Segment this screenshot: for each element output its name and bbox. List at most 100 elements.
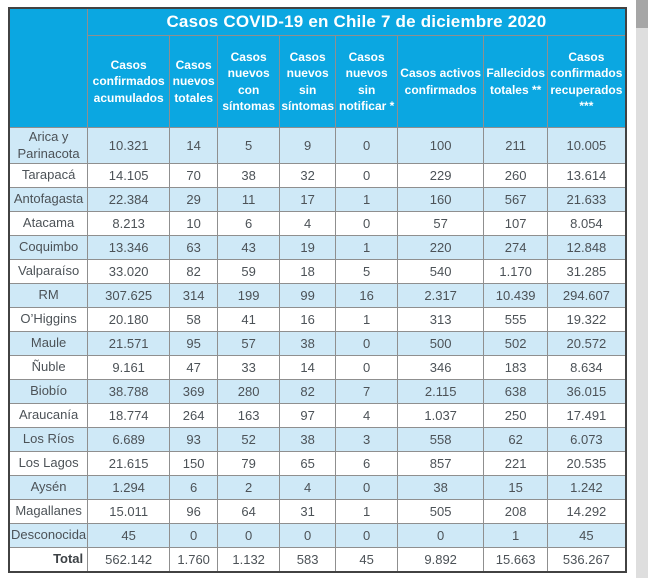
table-row: Maule 21.571 95 57 38 0 500 502 20.572 bbox=[8, 331, 627, 356]
value-cell: 99 bbox=[279, 283, 337, 308]
region-cell: Los Ríos bbox=[8, 427, 89, 452]
value-cell: 1.242 bbox=[547, 475, 627, 500]
value-cell: 558 bbox=[397, 427, 485, 452]
value-cell: 1.294 bbox=[87, 475, 171, 500]
value-cell: 1.760 bbox=[169, 547, 219, 572]
value-cell: 20.180 bbox=[87, 307, 171, 332]
value-cell: 107 bbox=[483, 211, 549, 236]
value-cell: 280 bbox=[217, 379, 281, 404]
value-cell: 208 bbox=[483, 499, 549, 524]
value-cell: 857 bbox=[397, 451, 485, 476]
value-cell: 47 bbox=[169, 355, 219, 380]
value-cell: 33.020 bbox=[87, 259, 171, 284]
value-cell: 4 bbox=[279, 475, 337, 500]
value-cell: 160 bbox=[397, 187, 485, 212]
table-row: Coquimbo 13.346 63 43 19 1 220 274 12.848 bbox=[8, 235, 627, 260]
value-cell: 52 bbox=[217, 427, 281, 452]
covid-cases-table: Casos COVID-19 en Chile 7 de diciembre 2… bbox=[8, 7, 627, 573]
value-cell: 7 bbox=[335, 379, 399, 404]
value-cell: 346 bbox=[397, 355, 485, 380]
region-cell: Magallanes bbox=[8, 499, 89, 524]
region-cell: Aysén bbox=[8, 475, 89, 500]
value-cell: 17.491 bbox=[547, 403, 627, 428]
table-row: Arica y Parinacota 10.321 14 5 9 0 100 211 10.00… bbox=[8, 127, 627, 164]
value-cell: 16 bbox=[279, 307, 337, 332]
region-cell: Atacama bbox=[8, 211, 89, 236]
value-cell: 150 bbox=[169, 451, 219, 476]
value-cell: 38.788 bbox=[87, 379, 171, 404]
value-cell: 41 bbox=[217, 307, 281, 332]
value-cell: 5 bbox=[217, 127, 281, 164]
value-cell: 9.161 bbox=[87, 355, 171, 380]
region-cell: RM bbox=[8, 283, 89, 308]
region-cell: Antofagasta bbox=[8, 187, 89, 212]
region-cell: Maule bbox=[8, 331, 89, 356]
value-cell: 38 bbox=[279, 427, 337, 452]
header-row: Casos confirmados acumulados Casos nuevos… bbox=[9, 35, 627, 128]
value-cell: 10 bbox=[169, 211, 219, 236]
value-cell: 562.142 bbox=[87, 547, 171, 572]
value-cell: 20.572 bbox=[547, 331, 627, 356]
value-cell: 0 bbox=[169, 523, 219, 548]
scrollbar-thumb[interactable] bbox=[636, 0, 648, 28]
value-cell: 65 bbox=[279, 451, 337, 476]
value-cell: 183 bbox=[483, 355, 549, 380]
scrollbar[interactable] bbox=[636, 0, 648, 578]
value-cell: 2 bbox=[217, 475, 281, 500]
table-row: Aysén 1.294 6 2 4 0 38 15 1.242 bbox=[8, 475, 627, 500]
value-cell: 0 bbox=[397, 523, 485, 548]
value-cell: 0 bbox=[335, 475, 399, 500]
value-cell: 0 bbox=[217, 523, 281, 548]
column-header: Casos nuevos con síntomas bbox=[217, 35, 281, 128]
table-body: Casos COVID-19 en Chile 7 de diciembre 2… bbox=[8, 7, 627, 572]
value-cell: 70 bbox=[169, 163, 219, 188]
value-cell: 79 bbox=[217, 451, 281, 476]
value-cell: 229 bbox=[397, 163, 485, 188]
value-cell: 8.213 bbox=[87, 211, 171, 236]
table-row: Biobío 38.788 369 280 82 7 2.115 638 36.015 bbox=[8, 379, 627, 404]
region-cell: Desconocida bbox=[8, 523, 89, 548]
region-cell: Total bbox=[8, 547, 89, 572]
value-cell: 18 bbox=[279, 259, 337, 284]
title-row: Casos COVID-19 en Chile 7 de diciembre 2… bbox=[8, 7, 627, 128]
value-cell: 38 bbox=[279, 331, 337, 356]
value-cell: 15.663 bbox=[483, 547, 549, 572]
value-cell: 31 bbox=[279, 499, 337, 524]
value-cell: 15 bbox=[483, 475, 549, 500]
value-cell: 313 bbox=[397, 307, 485, 332]
table-row: Total 562.142 1.760 1.132 583 45 9.892 15.663 53… bbox=[8, 547, 627, 572]
value-cell: 369 bbox=[169, 379, 219, 404]
value-cell: 4 bbox=[279, 211, 337, 236]
table-row: Magallanes 15.011 96 64 31 1 505 208 14.292 bbox=[8, 499, 627, 524]
region-cell: Biobío bbox=[8, 379, 89, 404]
table-row: Antofagasta 22.384 29 11 17 1 160 567 21.633 bbox=[8, 187, 627, 212]
value-cell: 82 bbox=[279, 379, 337, 404]
value-cell: 12.848 bbox=[547, 235, 627, 260]
value-cell: 1 bbox=[335, 235, 399, 260]
value-cell: 555 bbox=[483, 307, 549, 332]
region-cell: Valparaíso bbox=[8, 259, 89, 284]
value-cell: 45 bbox=[335, 547, 399, 572]
value-cell: 1.132 bbox=[217, 547, 281, 572]
table-row: Desconocida 45 0 0 0 0 0 1 45 bbox=[8, 523, 627, 548]
value-cell: 3 bbox=[335, 427, 399, 452]
value-cell: 57 bbox=[397, 211, 485, 236]
column-header: Casos nuevos sin síntomas bbox=[279, 35, 337, 128]
table-row: Los Ríos 6.689 93 52 38 3 558 62 6.073 bbox=[8, 427, 627, 452]
value-cell: 19 bbox=[279, 235, 337, 260]
value-cell: 274 bbox=[483, 235, 549, 260]
value-cell: 31.285 bbox=[547, 259, 627, 284]
value-cell: 100 bbox=[397, 127, 485, 164]
value-cell: 32 bbox=[279, 163, 337, 188]
value-cell: 6.689 bbox=[87, 427, 171, 452]
value-cell: 1 bbox=[335, 307, 399, 332]
value-cell: 21.571 bbox=[87, 331, 171, 356]
value-cell: 17 bbox=[279, 187, 337, 212]
value-cell: 14 bbox=[279, 355, 337, 380]
value-cell: 6 bbox=[335, 451, 399, 476]
region-cell: Tarapacá bbox=[8, 163, 89, 188]
value-cell: 2.317 bbox=[397, 283, 485, 308]
value-cell: 1 bbox=[335, 187, 399, 212]
value-cell: 505 bbox=[397, 499, 485, 524]
column-header: Casos confirmados acumulados bbox=[87, 35, 171, 128]
